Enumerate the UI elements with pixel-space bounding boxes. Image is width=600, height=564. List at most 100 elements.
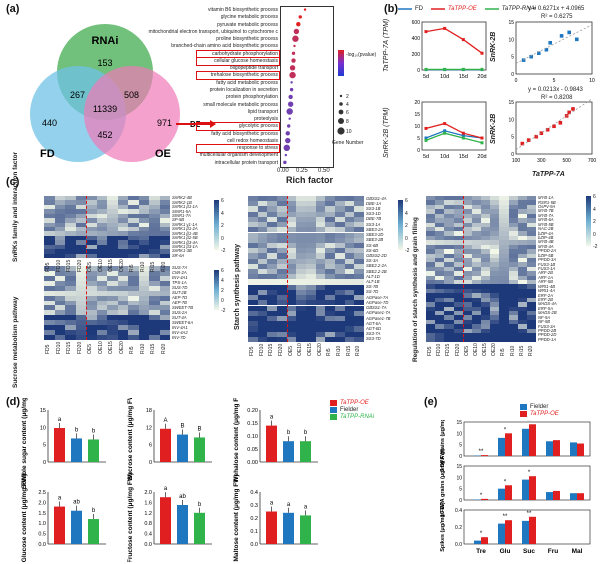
heatmap-row — [44, 213, 170, 219]
heatmap-cell — [128, 270, 139, 276]
heatmap-cell — [471, 253, 482, 258]
heatmap-row — [44, 244, 170, 250]
heatmap-cell — [159, 231, 170, 236]
heatmap-cell — [138, 266, 149, 271]
heatmap-cell — [44, 325, 55, 331]
heatmap-row-label: NF-5B — [538, 319, 551, 325]
heatmap-cell — [426, 280, 436, 285]
heatmap-cell — [54, 315, 65, 321]
series-point — [443, 131, 447, 135]
heatmap-cell — [344, 263, 355, 269]
heatmap-cell — [426, 293, 436, 298]
heatmap-col-label: FD20 — [76, 259, 83, 272]
heatmap-row — [44, 280, 170, 286]
heatmap-cell — [306, 310, 316, 316]
heatmap-cell — [344, 269, 355, 275]
heatmap-cell — [149, 310, 160, 316]
y-tick: 15 — [414, 112, 420, 118]
heatmap-row — [426, 209, 537, 214]
d-bar — [266, 425, 277, 462]
heatmap-cell — [44, 335, 55, 340]
heatmap-cell — [453, 306, 463, 312]
heatmap-cell — [159, 222, 170, 227]
heatmap-cell — [315, 242, 326, 249]
heatmap-cell — [267, 253, 278, 259]
scale-tick: 4 — [221, 278, 224, 284]
series-point — [424, 30, 428, 34]
venn-fd-oe: 452 — [97, 130, 112, 140]
heatmap-cell — [286, 300, 297, 306]
d-bar — [71, 510, 82, 544]
heatmap-cell — [75, 231, 86, 236]
x-tick: 500 — [562, 158, 571, 164]
heatmap-cell — [490, 244, 500, 250]
y-tick: 0.0 — [455, 542, 462, 548]
heatmap-cell — [508, 271, 518, 276]
gene-size-8: 8 — [346, 119, 349, 125]
y-tick: 10 — [414, 124, 420, 130]
heatmap-row-label: SBE3-2B — [366, 237, 384, 243]
heatmap-cell — [526, 311, 537, 316]
trend-line — [515, 24, 593, 64]
d-legend-oe: TaTPP-OE — [340, 400, 369, 406]
heatmap-cell — [75, 295, 86, 301]
enrich-dot — [296, 21, 301, 27]
heatmap-row — [248, 321, 365, 327]
heatmap-cell — [54, 209, 65, 214]
heatmap-cell — [257, 336, 268, 342]
heatmap-cell — [75, 200, 86, 205]
heatmap-cell — [444, 209, 454, 214]
heatmap-row-label: bZIP-5B — [538, 252, 554, 258]
heatmap-col-label: FD10 — [55, 341, 62, 354]
heatmap-cell — [128, 218, 139, 223]
heatmap-cell — [286, 248, 297, 254]
heatmap-cell — [325, 232, 336, 238]
heatmap-cell — [444, 306, 454, 312]
heatmap-sucrose — [44, 266, 170, 340]
heatmap-row — [248, 222, 365, 228]
heatmap-cell — [481, 213, 491, 219]
heatmap-cell — [248, 206, 258, 212]
series-line — [425, 130, 483, 139]
heatmap-row — [44, 335, 170, 340]
heatmap-cell — [286, 326, 297, 332]
d-bar — [177, 505, 188, 544]
enrich-term: lipid transport — [247, 108, 278, 115]
heatmap-cell — [75, 235, 86, 241]
heatmap-row — [248, 232, 365, 238]
heatmap-cell — [335, 269, 345, 275]
heatmap-cell — [96, 249, 107, 254]
heatmap-cell — [435, 257, 445, 263]
heatmap-cell — [117, 227, 128, 232]
series-point — [424, 126, 428, 130]
heatmap-row-label: TPS-1A — [172, 280, 187, 286]
heatmap-col-label: Ri20 — [160, 261, 167, 272]
heatmap-cell — [315, 232, 326, 238]
e-bar-fd — [546, 492, 553, 500]
y-tick: 0.8 — [144, 521, 152, 527]
heatmap-row — [426, 275, 537, 281]
heatmap-cell — [526, 196, 537, 201]
heatmap-cell — [453, 200, 463, 205]
heatmap-col-label: OE5 — [87, 343, 93, 354]
heatmap-cell — [315, 336, 326, 342]
y-tick: 0 — [43, 460, 46, 466]
heatmap-row — [44, 204, 170, 210]
heatmap-cell — [65, 235, 76, 241]
c-side-mid: Starch synthesis pathway — [234, 244, 241, 330]
heatmap-cell — [462, 328, 472, 334]
heatmap-row-label: PPDD-1A — [538, 336, 557, 342]
heatmap-cell — [149, 218, 160, 223]
d-bar — [194, 512, 205, 544]
e-category: Glu — [500, 548, 511, 555]
heatmap-cell — [54, 300, 65, 306]
heatmap-cell — [296, 211, 307, 217]
scale-tick: 6 — [221, 198, 224, 204]
heatmap-cell — [248, 242, 258, 249]
heatmap-col-label: FD10 — [55, 259, 62, 272]
heatmap-cell — [75, 209, 86, 214]
heatmap-cell — [138, 231, 149, 236]
heatmap-cell — [471, 284, 482, 289]
heatmap-cell — [315, 196, 326, 202]
heatmap-cell — [306, 321, 316, 327]
